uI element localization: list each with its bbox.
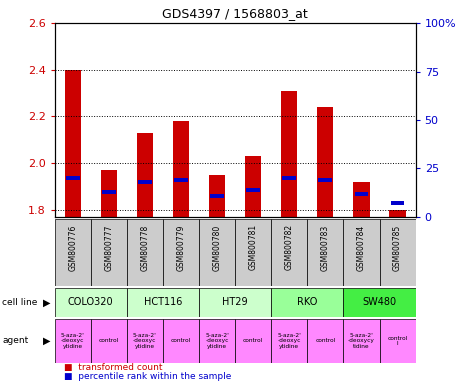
Bar <box>353 182 370 217</box>
Bar <box>127 319 163 363</box>
Bar <box>210 194 224 198</box>
Text: control
l: control l <box>388 336 408 346</box>
Bar <box>199 319 235 363</box>
Bar <box>91 319 127 363</box>
Bar <box>235 219 271 286</box>
Bar <box>271 219 307 286</box>
Text: RKO: RKO <box>297 297 317 308</box>
Bar <box>235 319 271 363</box>
Bar <box>380 319 416 363</box>
Bar <box>137 133 153 217</box>
Text: ■  percentile rank within the sample: ■ percentile rank within the sample <box>64 372 231 381</box>
Text: GSM800782: GSM800782 <box>285 224 294 270</box>
Bar <box>66 176 80 180</box>
Bar <box>65 70 81 217</box>
Bar <box>173 121 189 217</box>
Bar <box>127 288 199 317</box>
Text: GSM800780: GSM800780 <box>213 224 221 270</box>
Bar <box>199 219 235 286</box>
Bar <box>163 319 199 363</box>
Bar <box>55 219 91 286</box>
Bar <box>127 219 163 286</box>
Bar <box>318 178 332 182</box>
Bar <box>246 188 260 192</box>
Bar <box>209 175 225 217</box>
Bar <box>55 319 91 363</box>
Bar <box>281 91 297 217</box>
Bar <box>343 219 380 286</box>
Bar <box>245 156 261 217</box>
Bar <box>271 319 307 363</box>
Text: 5-aza-2'
-deoxyc
ytidine: 5-aza-2' -deoxyc ytidine <box>277 333 301 349</box>
Text: 5-aza-2'
-deoxyc
ytidine: 5-aza-2' -deoxyc ytidine <box>205 333 229 349</box>
Text: ▶: ▶ <box>43 336 50 346</box>
Text: 5-aza-2'
-deoxyc
ytidine: 5-aza-2' -deoxyc ytidine <box>61 333 85 349</box>
Bar <box>390 201 405 205</box>
Bar <box>380 219 416 286</box>
Bar <box>307 319 343 363</box>
Text: HT29: HT29 <box>222 297 248 308</box>
Bar <box>343 319 380 363</box>
Bar <box>138 180 152 184</box>
Bar <box>282 176 296 180</box>
Bar <box>174 178 188 182</box>
Bar <box>55 288 127 317</box>
Text: 5-aza-2'
-deoxycy
tidine: 5-aza-2' -deoxycy tidine <box>348 333 375 349</box>
Bar <box>390 210 406 217</box>
Bar <box>102 190 116 194</box>
Text: agent: agent <box>2 336 28 345</box>
Text: GSM800779: GSM800779 <box>177 224 185 271</box>
Text: COLO320: COLO320 <box>68 297 114 308</box>
Text: GSM800776: GSM800776 <box>68 224 77 271</box>
Text: cell line: cell line <box>2 298 38 307</box>
Bar <box>91 219 127 286</box>
Bar <box>343 288 416 317</box>
Text: SW480: SW480 <box>362 297 397 308</box>
Text: ■  transformed count: ■ transformed count <box>64 364 162 372</box>
Bar <box>163 219 199 286</box>
Text: GSM800784: GSM800784 <box>357 224 366 270</box>
Text: GSM800778: GSM800778 <box>141 224 149 270</box>
Bar <box>354 192 369 196</box>
Text: control: control <box>171 338 191 343</box>
Text: control: control <box>243 338 263 343</box>
Text: GSM800777: GSM800777 <box>104 224 113 271</box>
Bar <box>317 107 333 217</box>
Text: control: control <box>99 338 119 343</box>
Text: control: control <box>315 338 335 343</box>
Text: HCT116: HCT116 <box>144 297 182 308</box>
Text: ▶: ▶ <box>43 297 50 308</box>
Text: GSM800783: GSM800783 <box>321 224 330 270</box>
Title: GDS4397 / 1568803_at: GDS4397 / 1568803_at <box>162 7 308 20</box>
Bar <box>271 288 343 317</box>
Bar <box>307 219 343 286</box>
Text: GSM800781: GSM800781 <box>249 224 257 270</box>
Text: 5-aza-2'
-deoxyc
ytidine: 5-aza-2' -deoxyc ytidine <box>133 333 157 349</box>
Bar <box>101 170 117 217</box>
Text: GSM800785: GSM800785 <box>393 224 402 270</box>
Bar <box>199 288 271 317</box>
